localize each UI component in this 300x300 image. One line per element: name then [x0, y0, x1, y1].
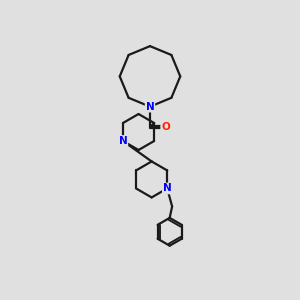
Text: N: N [163, 183, 172, 194]
Text: O: O [161, 122, 170, 132]
Text: N: N [118, 136, 127, 146]
Text: N: N [146, 102, 154, 112]
